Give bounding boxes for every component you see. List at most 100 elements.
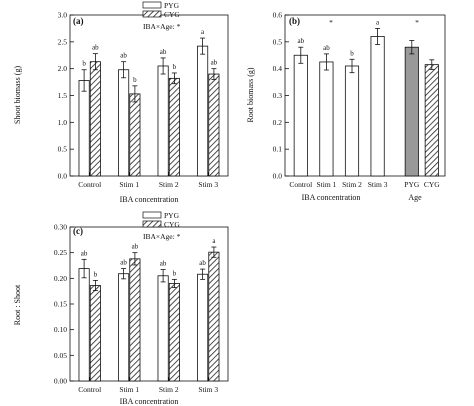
y-tick-label: 0.10 (54, 325, 67, 334)
y-tick-label: 0.20 (54, 274, 67, 283)
x-axis-title: IBA concentration (302, 193, 361, 202)
significance-letter: b (173, 269, 177, 277)
bar-iba (370, 36, 385, 177)
significance-letter: ab (92, 44, 99, 52)
x-tick-label: Control (289, 180, 312, 189)
y-tick-label: 0.4 (273, 64, 283, 73)
bar-cyg (89, 285, 101, 382)
significance-letter: ab (81, 249, 88, 257)
significance-letter: a (376, 18, 380, 26)
y-tick-label: 1.5 (58, 91, 68, 100)
bar-cyg (208, 251, 220, 382)
panel-label: (b) (289, 16, 300, 26)
bar-cyg (168, 77, 180, 177)
bar-cyg (129, 258, 141, 382)
interaction-annotation: IBA×Age: * (143, 22, 181, 31)
significance-letter: ab (160, 48, 167, 56)
legend-label-pyg: PYG (164, 211, 180, 220)
x-tick-label: Control (78, 385, 101, 394)
y-tick-label: 0.0 (273, 172, 283, 181)
bar-age-cyg (424, 64, 439, 177)
y-tick-label: 0.15 (54, 300, 67, 309)
bar-pyg (78, 80, 90, 177)
bar-cyg (168, 283, 180, 382)
bar-pyg (118, 273, 130, 382)
significance-letter: b (94, 270, 98, 278)
significance-star-iba: * (329, 18, 333, 27)
y-axis-title: Root : Shoot (13, 284, 22, 325)
legend: PYG CYG IBA×Age: * (142, 211, 181, 241)
bar-iba (319, 61, 334, 177)
significance-letter: b (133, 76, 137, 84)
x-tick-label: Control (78, 180, 101, 189)
x-tick-label: Stim 1 (119, 385, 139, 394)
significance-letter: ab (120, 259, 127, 267)
x-tick-label: Stim 3 (368, 180, 388, 189)
bar-pyg (157, 65, 169, 177)
x-tick-label: Stim 3 (198, 385, 218, 394)
y-axis-title: Shoot biomass (g) (13, 66, 22, 125)
interaction-annotation: IBA×Age: * (143, 232, 181, 241)
bar-iba (293, 54, 308, 177)
x-tick-label: PYG (404, 180, 420, 189)
legend-label-cyg: CYG (164, 10, 180, 19)
legend: PYG CYG IBA×Age: * (142, 1, 181, 31)
x-tick-label: Stim 2 (159, 385, 179, 394)
y-tick-label: 0.30 (54, 223, 67, 232)
y-tick-label: 0.25 (54, 248, 67, 257)
y-tick-label: 0.1 (273, 145, 283, 154)
significance-letter: a (201, 28, 205, 36)
y-tick-label: 0.5 (273, 37, 283, 46)
y-tick-label: 0.6 (273, 11, 283, 20)
significance-letter: ab (199, 259, 206, 267)
significance-letter: ab (323, 44, 330, 52)
bar-cyg (208, 73, 220, 177)
bar-pyg (78, 268, 90, 382)
significance-letter: ab (160, 260, 167, 268)
y-tick-label: 2.0 (58, 64, 68, 73)
y-tick-label: 0.5 (58, 145, 68, 154)
y-axis-title: Root biomass (g) (246, 67, 255, 122)
x-tick-label: CYG (424, 180, 440, 189)
y-tick-label: 3.0 (58, 11, 68, 20)
panel-a: (a) Shoot biomass (g) IBA concentration … (13, 1, 229, 204)
x-tick-label: Stim 1 (119, 180, 139, 189)
x-tick-label: Stim 1 (316, 180, 336, 189)
bar-iba (344, 65, 360, 177)
y-tick-label: 1.0 (58, 118, 68, 127)
panel-label: (a) (73, 16, 84, 26)
y-tick-label: 0.00 (54, 377, 67, 386)
legend-label-cyg: CYG (164, 220, 180, 229)
significance-letter: ab (211, 59, 218, 67)
plot-frame (284, 14, 446, 177)
legend-label-pyg: PYG (164, 1, 180, 10)
panel-c: (c) Root : Shoot IBA concentration PYG C… (13, 211, 229, 406)
significance-letter: a (212, 237, 216, 245)
bar-pyg (197, 273, 209, 382)
y-tick-label: 0.05 (54, 351, 67, 360)
bar-pyg (197, 45, 209, 177)
x-axis-title-age: Age (408, 193, 422, 202)
legend-swatch-cyg (142, 10, 162, 18)
panel-b: (b) Root biomass (g) IBA concentration A… (246, 11, 446, 202)
legend-swatch-pyg (142, 211, 162, 219)
x-tick-label: Stim 3 (198, 180, 218, 189)
bar-pyg (157, 275, 169, 382)
y-tick-label: 0.3 (273, 91, 283, 100)
legend-swatch-pyg (142, 1, 162, 9)
x-axis-title: IBA concentration (120, 195, 179, 204)
significance-letter: ab (297, 37, 304, 45)
legend-swatch-cyg (142, 220, 162, 228)
y-tick-label: 0.0 (58, 172, 68, 181)
y-tick-label: 0.2 (273, 118, 283, 127)
bar-pyg (118, 69, 130, 177)
y-tick-label: 2.5 (58, 37, 68, 46)
significance-letter: ab (120, 52, 127, 60)
bar-cyg (129, 93, 141, 177)
x-tick-label: Stim 2 (159, 180, 179, 189)
x-axis-title: IBA concentration (120, 397, 179, 406)
bar-age-pyg (404, 46, 419, 177)
bar-cyg (89, 61, 101, 177)
significance-letter: b (350, 49, 354, 57)
